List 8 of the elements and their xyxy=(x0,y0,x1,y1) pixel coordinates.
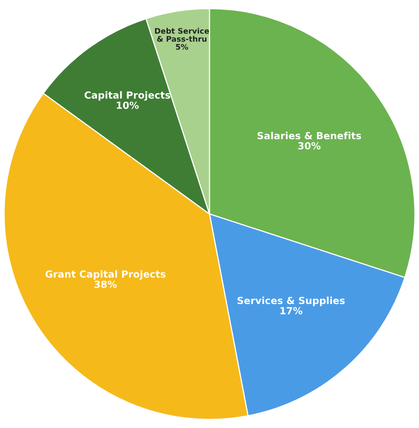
slice-label: Capital Projects xyxy=(84,91,170,101)
slice-label: Services & Supplies xyxy=(238,296,345,306)
data-label: 17% xyxy=(280,306,302,314)
data-label: 10% xyxy=(116,102,139,109)
data-label: 38% xyxy=(94,280,117,288)
data-label: 30% xyxy=(298,142,321,150)
slice-label: Grant Capital Projects xyxy=(45,270,166,280)
slice-label: Salaries & Benefits xyxy=(258,132,362,140)
